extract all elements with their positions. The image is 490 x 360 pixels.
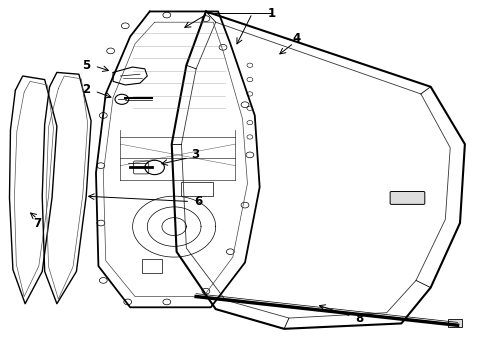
Bar	[181, 182, 213, 196]
Text: 2: 2	[82, 83, 90, 96]
Bar	[448, 319, 463, 327]
Text: 1: 1	[268, 7, 276, 20]
Text: 5: 5	[82, 59, 90, 72]
Text: 8: 8	[356, 311, 364, 325]
Bar	[143, 259, 162, 273]
Text: 4: 4	[292, 32, 300, 45]
Text: 7: 7	[33, 216, 41, 230]
Text: 3: 3	[191, 148, 199, 161]
FancyBboxPatch shape	[390, 192, 425, 204]
Text: 6: 6	[195, 195, 203, 208]
